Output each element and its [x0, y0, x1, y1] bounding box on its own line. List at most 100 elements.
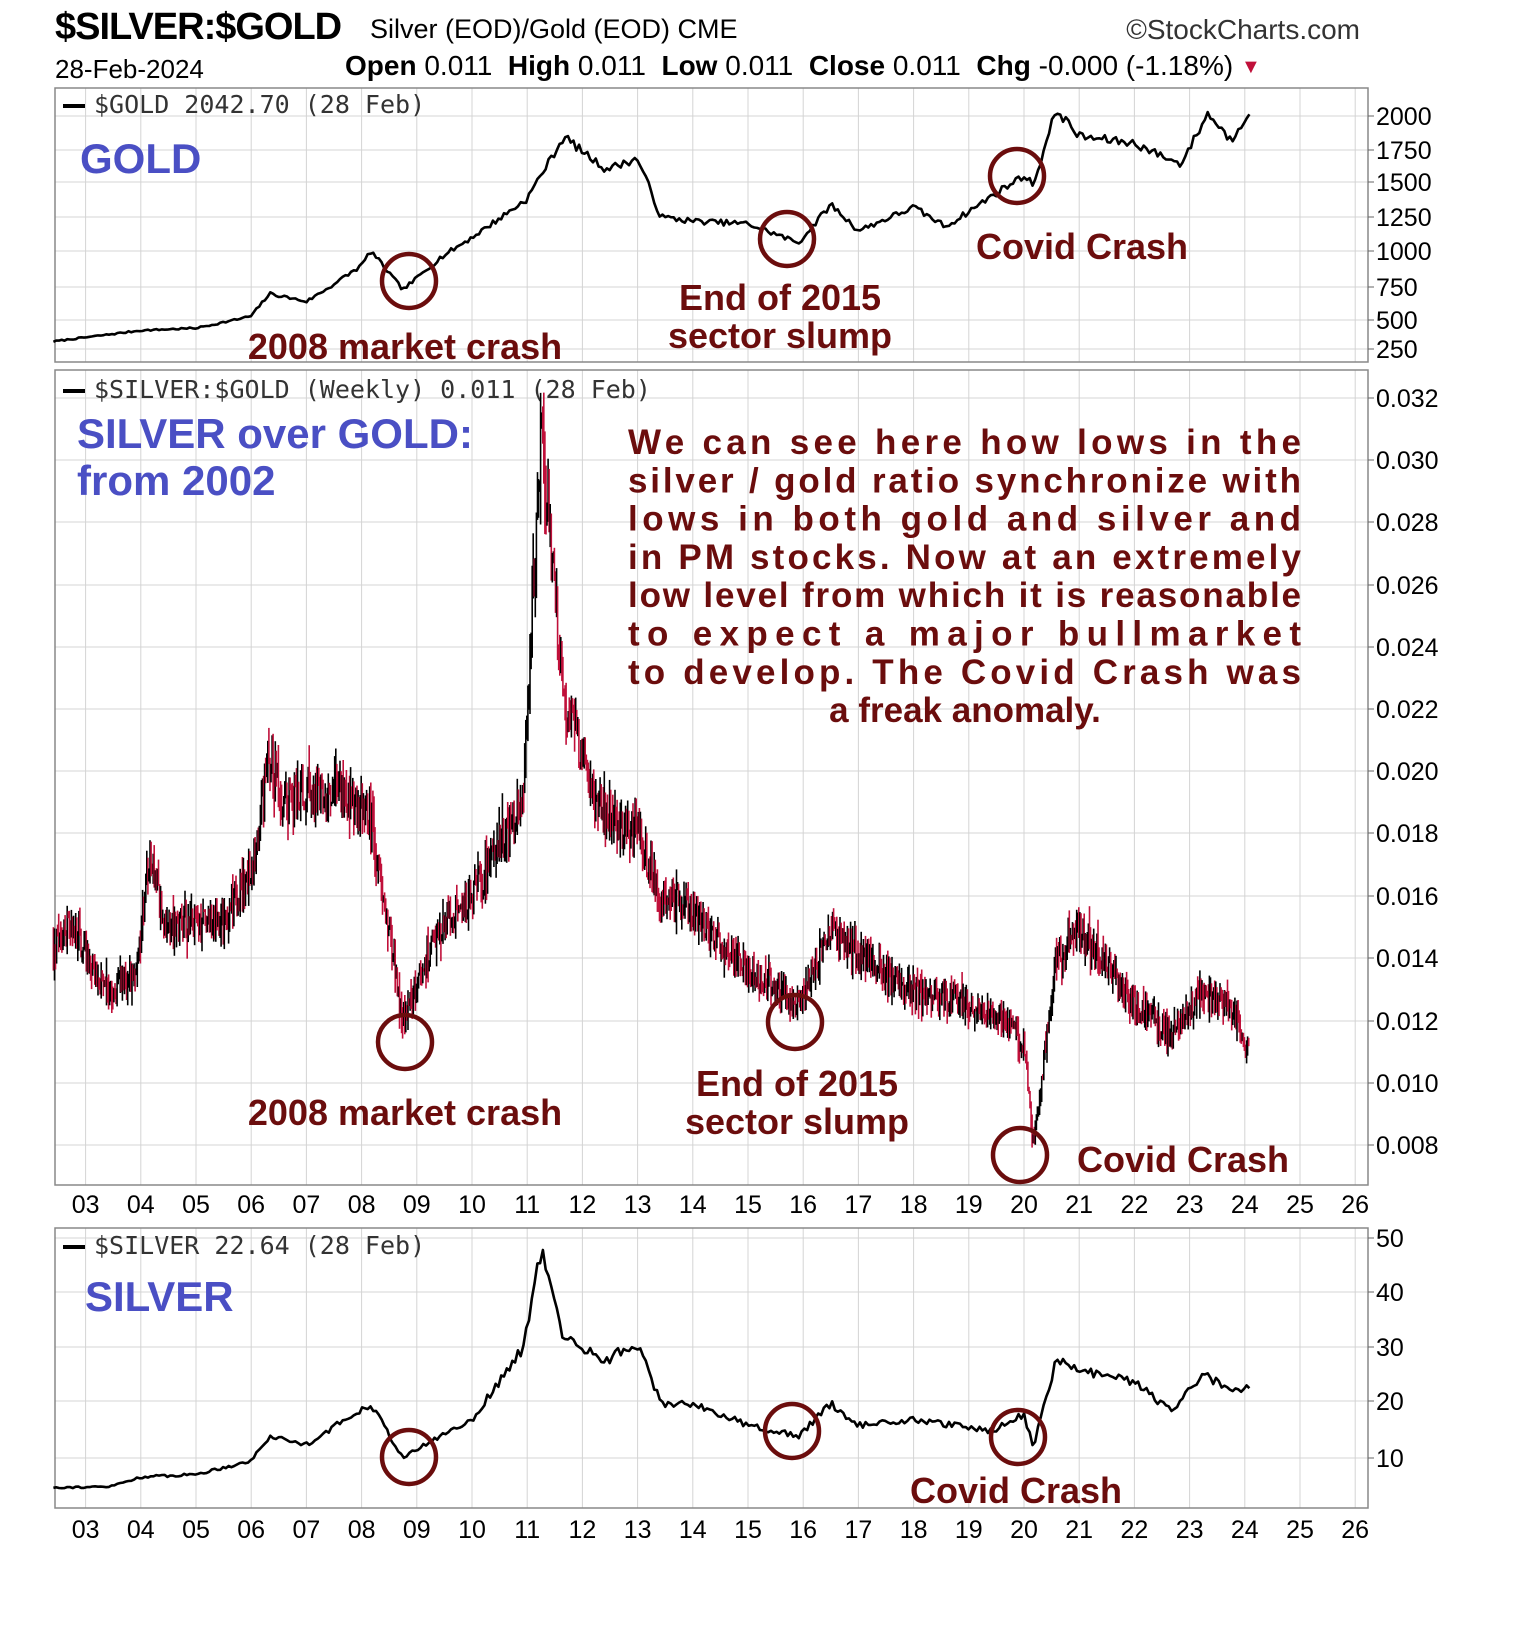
annotation-label: End of 2015	[679, 277, 881, 318]
x-tick-label: 20	[1010, 1516, 1038, 1544]
high-value: 0.011	[577, 50, 646, 81]
x-tick-label: 07	[292, 1191, 320, 1219]
x-tick-label: 05	[182, 1516, 210, 1544]
panel-label-ratio: SILVER over GOLD:	[77, 410, 473, 457]
x-tick-label: 23	[1176, 1516, 1204, 1544]
y-tick-label: 0.024	[1376, 634, 1439, 662]
x-tick-label: 10	[458, 1191, 486, 1219]
legend-swatch-icon	[63, 389, 85, 393]
y-tick-label: 0.032	[1376, 385, 1439, 413]
annotation-circle	[379, 251, 439, 311]
x-tick-label: 23	[1176, 1191, 1204, 1219]
panel-label-gold: GOLD	[80, 135, 201, 182]
y-tick-label: 2000	[1376, 103, 1432, 131]
x-tick-label: 18	[900, 1191, 928, 1219]
x-tick-label: 15	[734, 1191, 762, 1219]
chart-symbol: $SILVER:$GOLD	[55, 6, 342, 48]
silver-price-line	[53, 1248, 1251, 1490]
annotation-label: Covid Crash	[976, 226, 1188, 267]
y-tick-label: 0.028	[1376, 509, 1439, 537]
y-tick-label: 0.022	[1376, 696, 1439, 724]
x-tick-label: 08	[348, 1516, 376, 1544]
y-tick-label: 1000	[1376, 238, 1432, 266]
y-tick-label: 0.014	[1376, 945, 1439, 973]
gold-price-line	[52, 110, 1251, 343]
x-tick-label: 20	[1010, 1191, 1038, 1219]
annotation-circle	[765, 992, 825, 1052]
x-tick-label: 14	[679, 1191, 707, 1219]
y-tick-label: 10	[1376, 1445, 1404, 1473]
y-tick-label: 1250	[1376, 204, 1432, 232]
note-line: in PM stocks. Now at an extremely	[628, 538, 1302, 577]
annotation-label: Covid Crash	[1077, 1139, 1289, 1180]
x-tick-label: 06	[237, 1191, 265, 1219]
low-value: 0.011	[725, 50, 794, 81]
y-tick-label: 0.020	[1376, 758, 1439, 786]
panel-3	[54, 1227, 1369, 1509]
open-value: 0.011	[424, 50, 493, 81]
chart-description: Silver (EOD)/Gold (EOD) CME	[370, 14, 738, 44]
close-value: 0.011	[892, 50, 961, 81]
x-tick-label: 19	[955, 1516, 983, 1544]
x-tick-label: 17	[844, 1516, 872, 1544]
annotation-circle	[762, 1401, 822, 1461]
y-tick-label: 1500	[1376, 169, 1432, 197]
x-tick-label: 18	[900, 1516, 928, 1544]
y-tick-label: 0.008	[1376, 1132, 1439, 1160]
open-label: Open	[345, 50, 417, 81]
legend-swatch-icon	[63, 104, 85, 108]
x-tick-label: 12	[568, 1516, 596, 1544]
x-tick-label: 22	[1120, 1516, 1148, 1544]
x-tick-label: 03	[72, 1516, 100, 1544]
high-label: High	[507, 50, 571, 81]
x-tick-label: 11	[514, 1191, 540, 1219]
site-credit[interactable]: ©StockCharts.com	[1126, 14, 1360, 45]
legend-swatch-icon	[63, 1245, 85, 1249]
x-tick-label: 26	[1341, 1516, 1369, 1544]
note-line: low level from which it is reasonable	[628, 576, 1301, 615]
annotation-label: 2008 market crash	[248, 326, 562, 367]
x-tick-label: 10	[458, 1516, 486, 1544]
annotation-circle	[990, 1125, 1050, 1185]
annotation-circle	[375, 1012, 435, 1072]
x-tick-label: 04	[127, 1516, 155, 1544]
note-line: silver / gold ratio synchronize with	[628, 461, 1301, 500]
x-tick-label: 05	[182, 1191, 210, 1219]
x-tick-label: 17	[844, 1191, 872, 1219]
chg-label: Chg	[976, 50, 1031, 81]
legend-text: $SILVER:$GOLD (Weekly) 0.011 (28 Feb)	[94, 375, 651, 404]
x-tick-label: 24	[1231, 1191, 1259, 1219]
panel-label-ratio-sub: from 2002	[77, 457, 275, 504]
y-tick-label: 30	[1376, 1334, 1404, 1362]
panel-frame	[54, 369, 1369, 1186]
y-tick-label: 750	[1376, 274, 1418, 302]
x-tick-label: 22	[1120, 1191, 1148, 1219]
header-date: 28-Feb-2024	[55, 54, 204, 84]
annotation-label: Covid Crash	[910, 1470, 1122, 1511]
x-tick-label: 19	[955, 1191, 983, 1219]
note-line: to develop. The Covid Crash was	[628, 653, 1301, 692]
ratio-bars	[52, 392, 1250, 1148]
x-tick-label: 14	[679, 1516, 707, 1544]
note-line: to expect a major bullmarket	[628, 615, 1301, 654]
y-tick-label: 0.018	[1376, 820, 1439, 848]
x-tick-label: 13	[624, 1516, 652, 1544]
x-tick-label: 13	[624, 1191, 652, 1219]
x-tick-label: 09	[403, 1516, 431, 1544]
annotation-circle	[757, 209, 817, 269]
annotation-circle	[988, 1407, 1048, 1467]
annotation-circle	[987, 146, 1047, 206]
x-tick-label: 03	[72, 1191, 100, 1219]
panel-frame	[54, 87, 1369, 363]
y-tick-label: 0.016	[1376, 883, 1439, 911]
y-tick-label: 1750	[1376, 137, 1432, 165]
x-tick-label: 26	[1341, 1191, 1369, 1219]
legend-text: $SILVER 22.64 (28 Feb)	[94, 1231, 425, 1260]
y-tick-label: 0.026	[1376, 572, 1439, 600]
x-tick-label: 08	[348, 1191, 376, 1219]
note-line: a freak anomaly.	[829, 691, 1101, 730]
x-tick-label: 12	[568, 1191, 596, 1219]
x-tick-label: 21	[1065, 1191, 1093, 1219]
x-tick-label: 25	[1286, 1191, 1314, 1219]
